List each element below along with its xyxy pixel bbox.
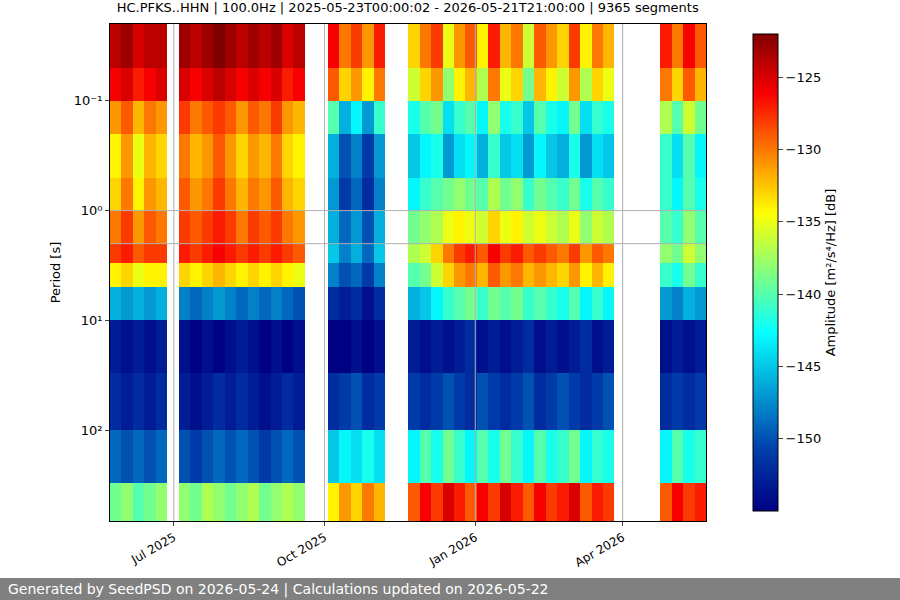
svg-text:−150: −150	[786, 431, 822, 446]
svg-text:−125: −125	[786, 70, 822, 85]
svg-text:−135: −135	[786, 214, 822, 229]
svg-text:Amplitude [m²/s⁴/Hz] [dB]: Amplitude [m²/s⁴/Hz] [dB]	[823, 189, 838, 357]
svg-text:10⁰: 10⁰	[81, 203, 103, 218]
svg-text:−140: −140	[786, 287, 822, 302]
svg-text:−145: −145	[786, 359, 822, 374]
html-text:Generated by SeedPSD on 2026-0: Generated by SeedPSD on 2026-05-24 | Cal…	[8, 581, 549, 597]
svg-text:Jul 2025: Jul 2025	[128, 530, 178, 567]
svg-text:10⁻¹: 10⁻¹	[74, 93, 103, 108]
svg-text:Jan 2026: Jan 2026	[426, 530, 480, 569]
svg-text:Apr 2026: Apr 2026	[572, 530, 627, 570]
svg-text:Oct 2025: Oct 2025	[274, 530, 329, 570]
svg-text:10²: 10²	[81, 423, 103, 438]
svg-text:−130: −130	[786, 142, 822, 157]
svg-text:10¹: 10¹	[81, 313, 103, 328]
svg-text:HC.PFKS..HHN | 100.0Hz | 2025-: HC.PFKS..HHN | 100.0Hz | 2025-05-23T00:0…	[117, 0, 699, 15]
svg-text:Period [s]: Period [s]	[48, 242, 63, 304]
